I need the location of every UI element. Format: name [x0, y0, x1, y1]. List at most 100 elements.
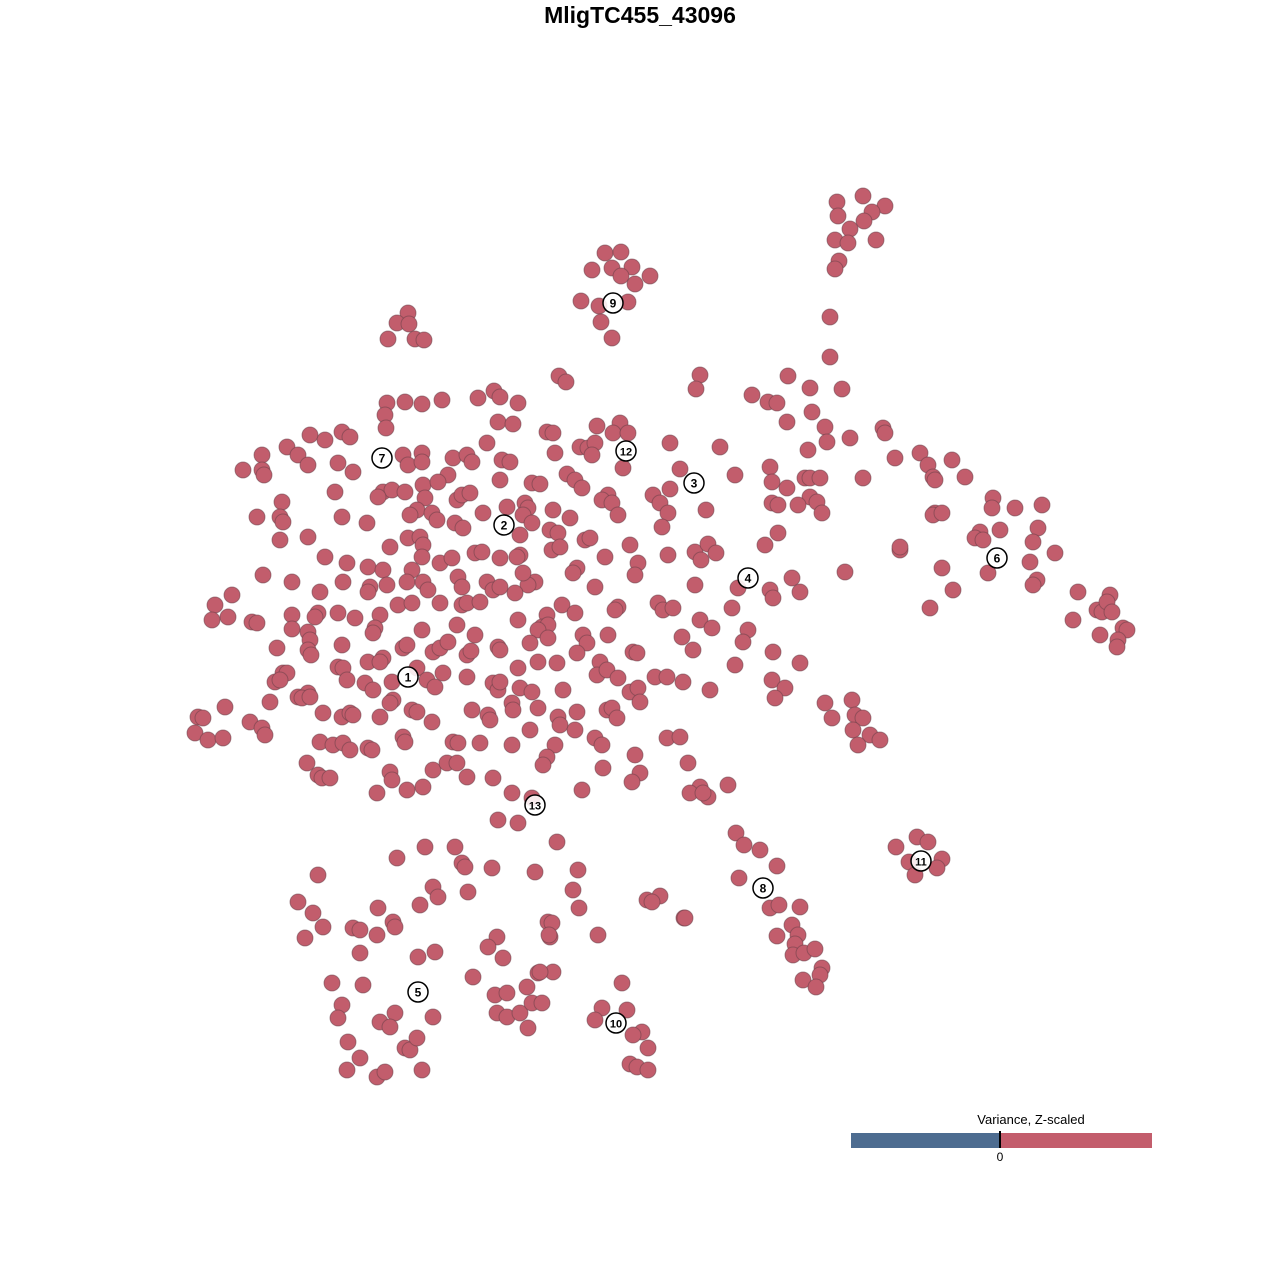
- data-point: [659, 546, 677, 564]
- data-point: [424, 1008, 442, 1026]
- data-point: [364, 681, 382, 699]
- data-point: [911, 444, 929, 462]
- data-point: [316, 431, 334, 449]
- data-point: [751, 841, 769, 859]
- cluster-label-text: 6: [994, 552, 1001, 566]
- data-point: [919, 833, 937, 851]
- data-point: [338, 1061, 356, 1079]
- data-point: [886, 449, 904, 467]
- data-point: [363, 741, 381, 759]
- data-point: [566, 604, 584, 622]
- data-point: [271, 531, 289, 549]
- data-point: [344, 706, 362, 724]
- data-point: [521, 634, 539, 652]
- data-point: [484, 769, 502, 787]
- data-point: [673, 628, 691, 646]
- data-point: [719, 776, 737, 794]
- data-point: [379, 330, 397, 348]
- data-point: [521, 721, 539, 739]
- data-point: [511, 526, 529, 544]
- cluster-label-4: 4: [737, 567, 759, 589]
- data-point: [369, 899, 387, 917]
- data-point: [194, 709, 212, 727]
- data-point: [664, 599, 682, 617]
- data-point: [711, 438, 729, 456]
- cluster-label-text: 1: [405, 671, 412, 685]
- cluster-label-12: 12: [615, 440, 637, 462]
- data-point: [564, 881, 582, 899]
- data-point: [398, 781, 416, 799]
- data-point: [523, 514, 541, 532]
- data-point: [453, 578, 471, 596]
- cluster-label-circle: [493, 514, 515, 536]
- data-point: [339, 1033, 357, 1051]
- data-point: [624, 1026, 642, 1044]
- data-point: [691, 611, 709, 629]
- data-point: [426, 678, 444, 696]
- data-point: [498, 984, 516, 1002]
- data-point: [388, 849, 406, 867]
- data-point: [408, 1029, 426, 1047]
- data-point: [821, 348, 839, 366]
- data-point: [841, 220, 859, 238]
- data-point: [833, 380, 851, 398]
- data-point: [544, 424, 562, 442]
- cluster-label-circle: [407, 981, 429, 1003]
- data-point: [268, 639, 286, 657]
- data-point: [761, 458, 779, 476]
- data-point: [368, 784, 386, 802]
- data-point: [766, 689, 784, 707]
- data-point: [416, 489, 434, 507]
- data-point: [653, 518, 671, 536]
- data-point: [764, 589, 782, 607]
- data-point: [309, 866, 327, 884]
- data-point: [429, 888, 447, 906]
- data-point: [686, 576, 704, 594]
- data-point: [529, 699, 547, 717]
- cluster-label-circle: [524, 794, 546, 816]
- data-point: [458, 668, 476, 686]
- data-point: [302, 646, 320, 664]
- data-point: [489, 811, 507, 829]
- data-point: [592, 313, 610, 331]
- data-point: [631, 693, 649, 711]
- data-point: [396, 733, 414, 751]
- data-point: [489, 413, 507, 431]
- data-point: [462, 642, 480, 660]
- cluster-label-text: 7: [379, 452, 386, 466]
- data-point: [428, 511, 446, 529]
- data-point: [816, 694, 834, 712]
- data-point: [794, 971, 812, 989]
- data-point: [596, 548, 614, 566]
- data-point: [296, 929, 314, 947]
- data-point: [494, 949, 512, 967]
- data-point: [843, 691, 861, 709]
- data-point: [586, 1011, 604, 1029]
- data-point: [415, 331, 433, 349]
- data-point: [679, 754, 697, 772]
- data-point: [503, 736, 521, 754]
- data-point: [464, 968, 482, 986]
- data-point: [1033, 496, 1051, 514]
- cluster-label-text: 5: [415, 986, 422, 1000]
- data-point: [403, 594, 421, 612]
- data-point: [508, 548, 526, 566]
- cluster-label-circle: [752, 877, 774, 899]
- data-point: [354, 976, 372, 994]
- data-point: [399, 456, 417, 474]
- data-point: [299, 528, 317, 546]
- data-point: [769, 524, 787, 542]
- data-point: [626, 746, 644, 764]
- data-point: [867, 231, 885, 249]
- data-point: [887, 838, 905, 856]
- data-point: [568, 644, 586, 662]
- data-point: [369, 488, 387, 506]
- data-point: [821, 308, 839, 326]
- data-point: [661, 480, 679, 498]
- data-point: [629, 679, 647, 697]
- data-point: [301, 426, 319, 444]
- data-point: [546, 736, 564, 754]
- data-point: [554, 681, 572, 699]
- data-point: [701, 681, 719, 699]
- data-point: [449, 734, 467, 752]
